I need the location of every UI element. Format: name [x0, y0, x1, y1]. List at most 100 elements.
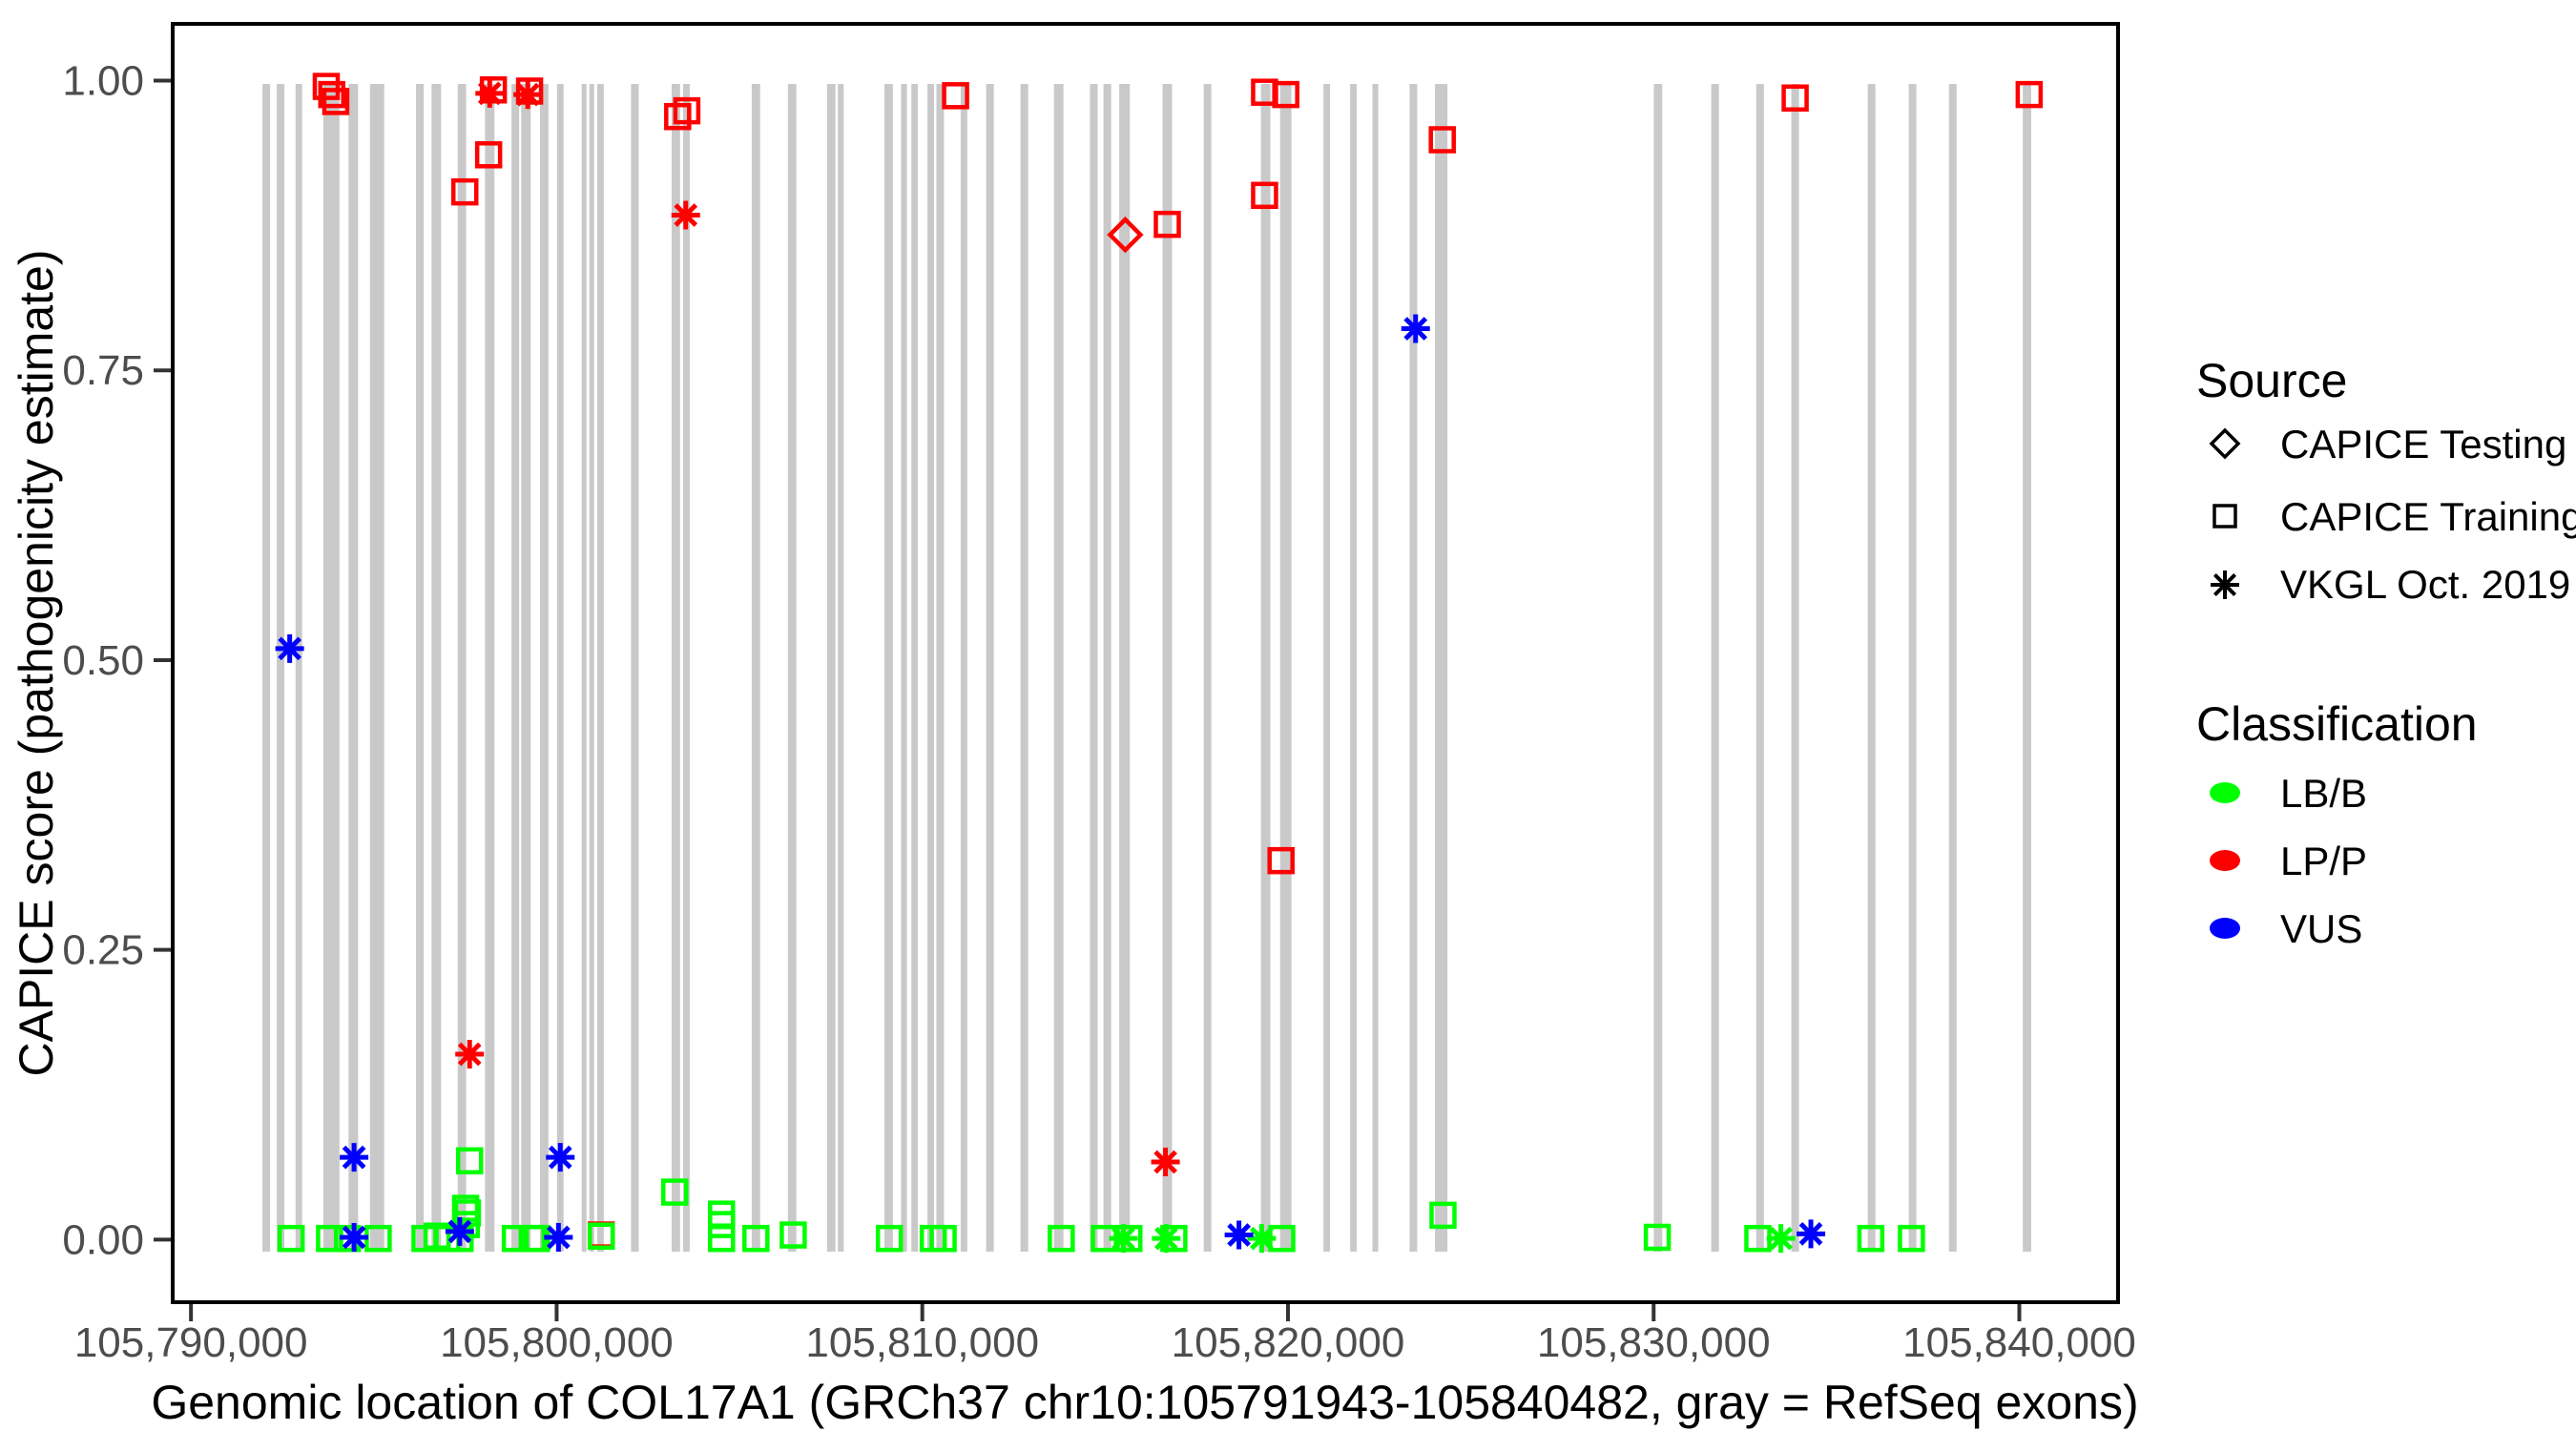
exon-bar [986, 84, 994, 1252]
point-square-lbb [660, 1178, 689, 1206]
exon-bar [838, 84, 844, 1252]
point-square-lpp [450, 177, 479, 206]
legend-item-label: CAPICE Training [2280, 494, 2576, 539]
point-asterisk-lbb [1152, 1224, 1181, 1254]
exon-bar [295, 84, 302, 1252]
point-asterisk-vus [1401, 314, 1430, 343]
point-asterisk-vus [1224, 1220, 1254, 1250]
legend-item-label: LB/B [2280, 771, 2367, 816]
exon-bar [1350, 84, 1358, 1252]
point-asterisk-lpp [1151, 1148, 1180, 1176]
exon-bar [369, 84, 384, 1252]
point-asterisk-vus [445, 1216, 474, 1246]
red-dot-icon [2210, 850, 2240, 871]
point-square-lpp [1153, 210, 1181, 238]
exon-bar [1103, 84, 1111, 1252]
exon-bar [1260, 84, 1271, 1252]
exon-bar [1119, 84, 1131, 1252]
exon-bar [884, 84, 893, 1252]
exon-bar [901, 84, 907, 1252]
exon-bar [1090, 84, 1098, 1252]
y-tick-label: 0.75 [62, 347, 144, 394]
exon-bar [511, 84, 520, 1252]
data-points [275, 73, 2044, 1254]
point-asterisk-vus [340, 1143, 369, 1172]
point-square-lbb [1268, 1224, 1296, 1253]
exon-bar [960, 84, 967, 1252]
point-square-lbb [708, 1211, 736, 1238]
point-square-lpp [1272, 80, 1299, 109]
exon-bar [521, 84, 531, 1252]
x-tick-label: 105,790,000 [74, 1319, 308, 1366]
point-square-lbb [587, 1222, 615, 1251]
point-square-lbb [708, 1224, 736, 1253]
point-square-lbb [742, 1224, 770, 1253]
y-tick-label: 0.25 [62, 927, 144, 974]
exon-bar [539, 84, 549, 1252]
exon-bar [631, 84, 639, 1252]
asterisk-icon [2211, 570, 2239, 599]
point-square-lbb [1429, 1201, 1457, 1230]
point-square-lbb [1115, 1224, 1143, 1253]
x-tick-label: 105,800,000 [440, 1319, 674, 1366]
exon-bar [826, 84, 836, 1252]
point-asterisk-vus [546, 1143, 575, 1172]
exon-bar [416, 84, 425, 1252]
exon-bar [485, 84, 495, 1252]
exon-bar [751, 84, 760, 1252]
exon-bar [1653, 84, 1663, 1252]
legend-item-label: CAPICE Testing [2280, 422, 2566, 467]
point-square-lpp [1428, 126, 1456, 154]
legend-item-capice-training: CAPICE Training [2212, 494, 2576, 539]
y-tick-label: 0.50 [62, 637, 144, 684]
point-square-lbb [1048, 1224, 1075, 1253]
exon-bar [1053, 84, 1064, 1252]
exon-bar [457, 84, 467, 1252]
legend-item-label: VKGL Oct. 2019 [2280, 562, 2570, 607]
point-square-lbb [1643, 1223, 1672, 1252]
point-asterisk-vus [1797, 1219, 1826, 1249]
exon-bar [1203, 84, 1212, 1252]
exon-bar [431, 84, 442, 1252]
exon-bar [2023, 84, 2031, 1252]
point-square-lbb [779, 1221, 807, 1249]
point-square-lbb [277, 1224, 305, 1253]
point-square-lbb [1160, 1224, 1188, 1253]
point-asterisk-lbb [1247, 1224, 1277, 1254]
legend-item-vus: VUS [2210, 906, 2362, 951]
exon-bar [1791, 84, 1799, 1252]
exon-bar [596, 84, 604, 1252]
legend-classification-title: Classification [2196, 697, 2478, 751]
exon-bar [1435, 84, 1448, 1252]
exon-bar [556, 84, 564, 1252]
legend: Source CAPICE Testing CAPICE Training VK… [2196, 354, 2576, 951]
point-asterisk-lpp [513, 80, 543, 110]
exon-bar [1279, 84, 1292, 1252]
x-axis-title: Genomic location of COL17A1 (GRCh37 chr1… [151, 1376, 2138, 1429]
legend-item-lbb: LB/B [2210, 771, 2367, 816]
exon-bar [671, 84, 680, 1252]
exon-bar [787, 84, 797, 1252]
exon-bar [1948, 84, 1957, 1252]
point-square-lpp [942, 82, 969, 110]
x-tick-label: 105,840,000 [1902, 1319, 2136, 1366]
legend-source-title: Source [2196, 354, 2347, 407]
x-axis-ticks: 105,790,000 105,800,000 105,810,000 105,820… [74, 1302, 2136, 1366]
legend-item-label: VUS [2280, 906, 2362, 951]
y-tick-label: 1.00 [62, 58, 144, 105]
exon-bar [589, 84, 594, 1252]
point-square-lpp [1781, 84, 1809, 113]
point-asterisk-vus [275, 633, 304, 663]
point-asterisk-lpp [475, 78, 505, 108]
exon-bar [1323, 84, 1331, 1252]
point-square-lpp [322, 88, 350, 115]
point-asterisk-lbb [1766, 1224, 1796, 1254]
exon-bar [911, 84, 919, 1252]
plot-panel-border [171, 22, 2120, 1304]
point-square-lbb [1857, 1224, 1885, 1253]
exon-bar [936, 84, 945, 1252]
exon-bar [927, 84, 934, 1252]
exon-bar [1755, 84, 1764, 1252]
y-axis-title: CAPICE score (pathogenicity estimate) [10, 249, 63, 1076]
exon-bar [1867, 84, 1876, 1252]
